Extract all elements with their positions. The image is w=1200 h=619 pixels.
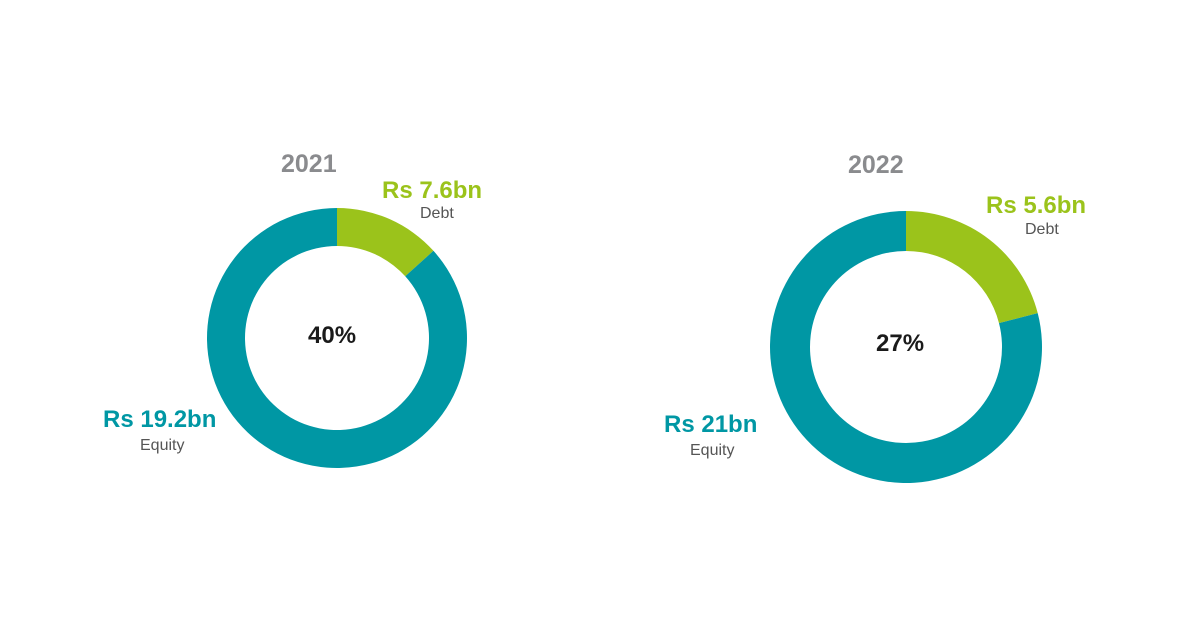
equity-value-2021: Rs 19.2bn [103,406,217,433]
debt-label-2022: Debt [1025,221,1059,238]
equity-label-2022: Equity [690,442,735,459]
debt-value-2021: Rs 7.6bn [382,177,483,204]
debt-value-2022: Rs 5.6bn [986,192,1087,219]
chart-title-2021: 2021 [281,150,337,178]
center-label-2021: 40% [308,322,357,349]
chart-title-2022: 2022 [848,151,904,179]
donut-slice-debt-2021 [337,208,434,277]
equity-value-2022: Rs 21bn [664,411,758,438]
donut-slice-equity-2022 [769,211,1042,484]
debt-label-2021: Debt [420,205,454,222]
center-label-2022: 27% [876,330,925,357]
donut-slice-debt-2022 [906,211,1038,324]
equity-label-2021: Equity [140,437,185,454]
